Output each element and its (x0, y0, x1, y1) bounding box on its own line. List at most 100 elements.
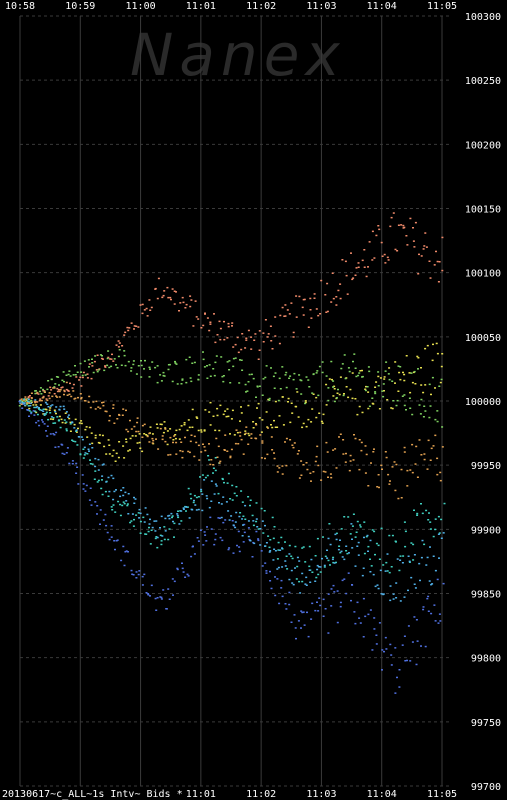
data-point (108, 366, 111, 369)
data-point (88, 366, 90, 368)
data-point (35, 404, 38, 406)
data-point (340, 550, 343, 553)
data-point (241, 535, 244, 537)
data-point (220, 356, 223, 358)
data-point (419, 413, 422, 415)
data-point (384, 636, 387, 639)
data-point (208, 443, 210, 445)
data-point (414, 587, 417, 589)
data-point (99, 354, 102, 356)
y-tick-label: 99950 (471, 461, 501, 472)
data-point (143, 573, 146, 576)
data-point (248, 434, 251, 437)
data-point (350, 252, 352, 254)
data-point (131, 435, 134, 437)
data-point (84, 428, 87, 431)
data-point (71, 387, 74, 389)
data-point (190, 434, 193, 436)
data-point (407, 589, 409, 592)
data-point (139, 447, 142, 449)
data-point (156, 536, 159, 539)
data-point (375, 381, 378, 383)
data-point (34, 410, 37, 413)
data-point (95, 369, 98, 371)
data-point (148, 376, 151, 378)
data-point (226, 337, 229, 339)
data-point (365, 535, 368, 538)
data-point (362, 597, 365, 600)
data-point (352, 513, 355, 515)
data-point (271, 449, 274, 451)
data-point (292, 378, 295, 381)
data-point (196, 417, 199, 419)
data-point (142, 516, 145, 519)
data-point (88, 426, 91, 429)
data-point (246, 390, 249, 392)
data-point (290, 555, 293, 557)
data-point (146, 513, 149, 516)
data-point (212, 467, 215, 469)
data-point (101, 401, 103, 404)
data-point (387, 373, 390, 375)
data-point (294, 567, 296, 569)
data-point (392, 593, 395, 595)
data-point (288, 553, 291, 555)
data-point (105, 453, 108, 455)
data-point (378, 408, 381, 410)
data-point (112, 449, 115, 452)
data-point (418, 253, 420, 256)
data-point (414, 221, 417, 224)
data-point (429, 459, 432, 461)
series (18, 400, 445, 694)
data-point (56, 387, 59, 390)
data-point (295, 637, 297, 640)
data-point (420, 398, 423, 401)
data-point (316, 564, 319, 567)
data-point (413, 583, 416, 585)
data-point (434, 620, 437, 622)
data-point (169, 453, 172, 456)
data-point (193, 455, 196, 458)
data-point (327, 399, 330, 402)
data-point (416, 512, 419, 515)
data-point (274, 335, 277, 337)
data-point (206, 497, 209, 500)
data-point (313, 297, 316, 299)
data-point (120, 559, 123, 562)
data-point (365, 275, 368, 278)
data-point (353, 434, 355, 436)
data-point (317, 464, 320, 467)
data-point (167, 296, 170, 299)
data-point (330, 301, 333, 303)
data-point (396, 558, 399, 560)
data-point (255, 520, 258, 523)
data-point (397, 224, 400, 226)
data-point (354, 622, 357, 625)
data-point (71, 439, 74, 441)
data-point (206, 474, 209, 477)
data-point (342, 394, 345, 397)
data-point (108, 415, 111, 417)
data-point (213, 543, 216, 546)
data-point (153, 520, 156, 522)
data-point (141, 312, 144, 315)
data-point (247, 404, 250, 407)
data-point (91, 463, 94, 465)
data-point (123, 564, 126, 567)
data-point (428, 580, 431, 582)
data-point (385, 456, 388, 459)
data-point (116, 539, 119, 541)
data-point (173, 435, 176, 437)
data-point (431, 376, 434, 379)
data-point (400, 224, 403, 226)
data-point (278, 415, 281, 417)
data-point (123, 354, 126, 357)
data-point (176, 567, 179, 570)
data-point (370, 565, 373, 567)
data-point (363, 536, 365, 539)
data-point (285, 437, 288, 440)
data-point (432, 535, 435, 538)
data-point (325, 441, 328, 444)
data-point (222, 413, 225, 416)
data-point (127, 513, 130, 515)
